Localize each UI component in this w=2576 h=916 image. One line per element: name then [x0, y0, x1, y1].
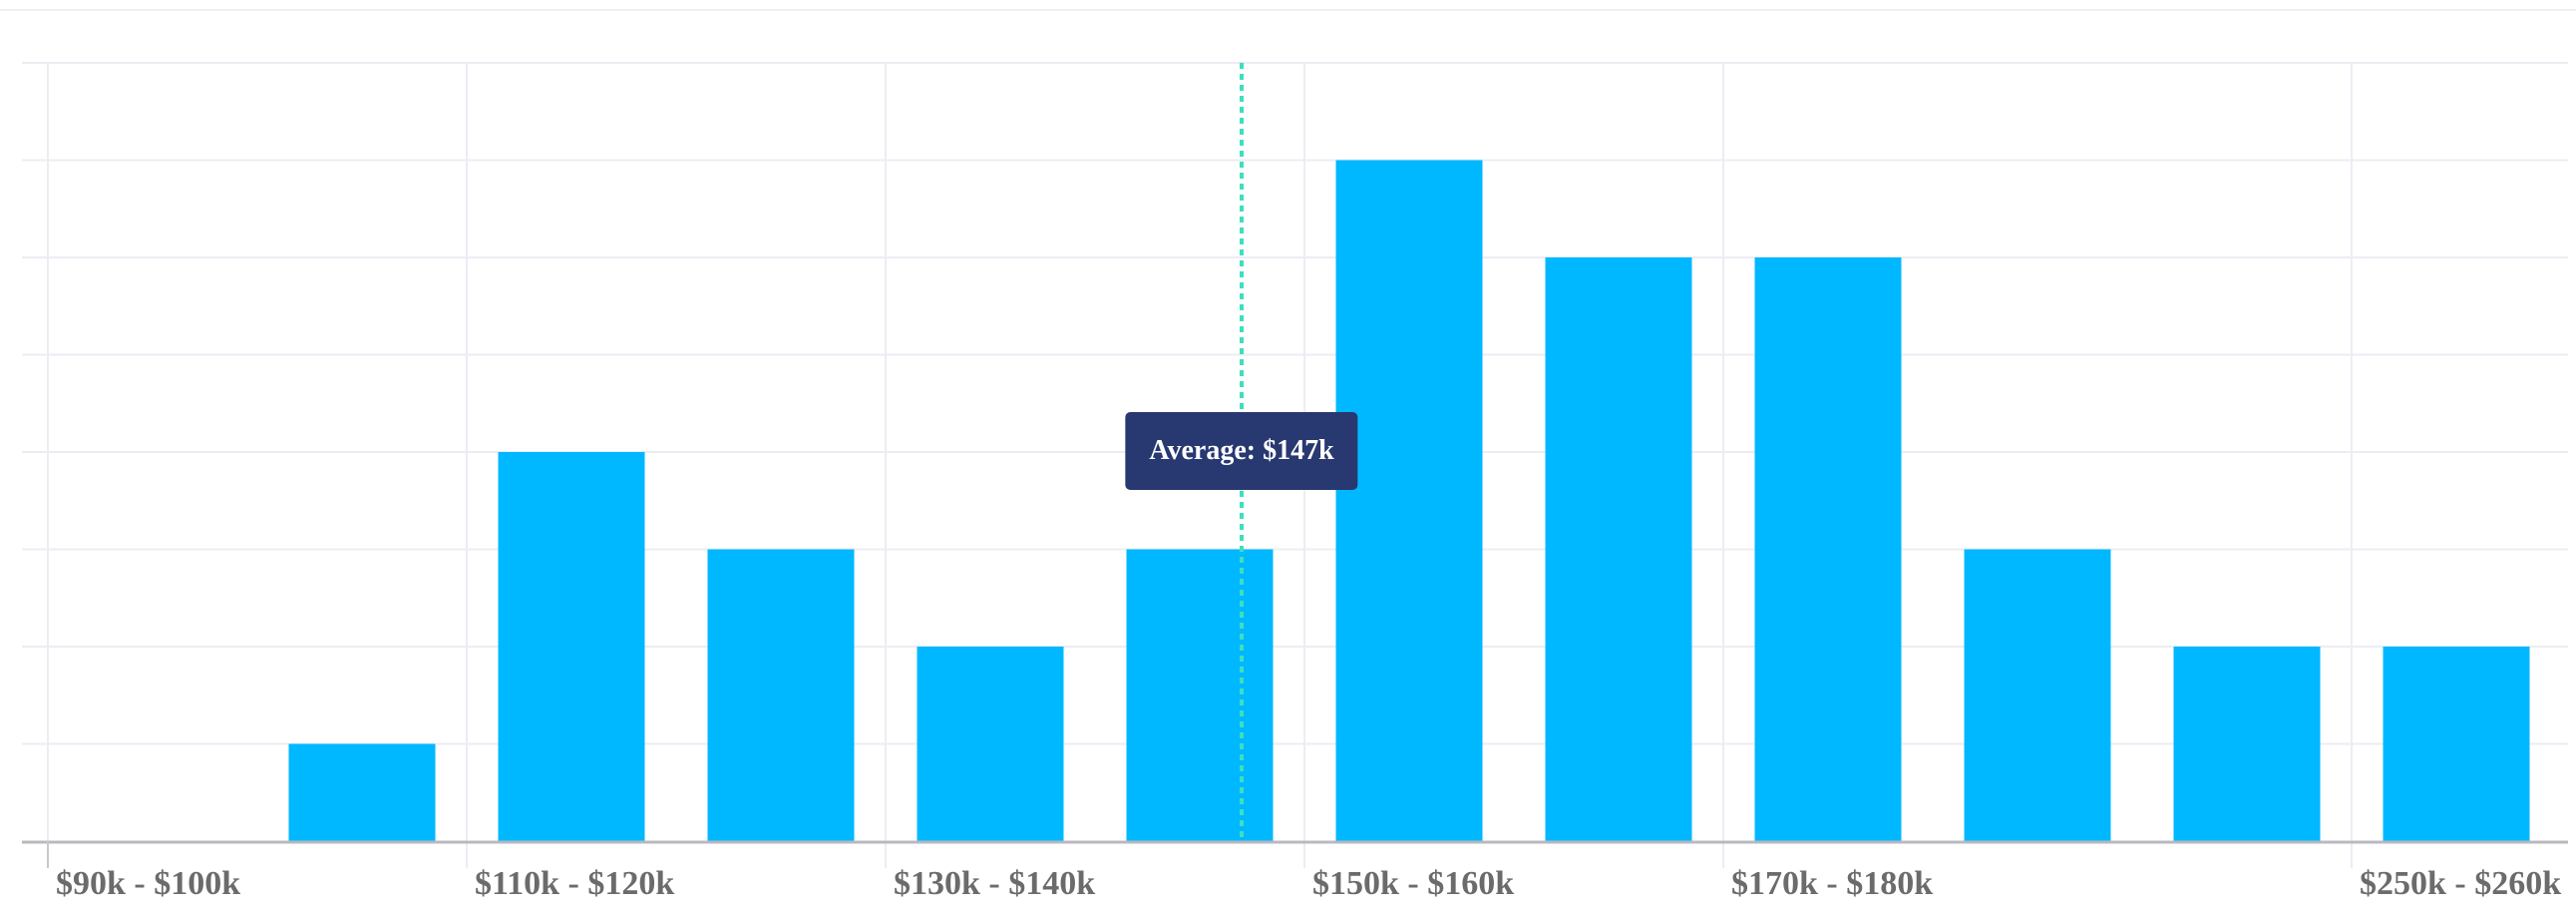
average-tooltip: Average: $147k	[1125, 412, 1358, 490]
x-tick-label: $90k - $100k	[56, 865, 240, 902]
x-tick-label: $170k - $180k	[1731, 865, 1933, 902]
x-tick-label: $250k - $260k	[2360, 865, 2561, 902]
bar	[498, 452, 645, 841]
bar	[1964, 549, 2111, 841]
bar	[2173, 647, 2321, 841]
x-tick-label: $110k - $120k	[475, 865, 674, 902]
bar	[2383, 647, 2530, 841]
x-tick-label: $150k - $160k	[1312, 865, 1514, 902]
bar	[1126, 549, 1274, 841]
bar	[288, 743, 436, 841]
bar	[707, 549, 855, 841]
x-tick-label: $130k - $140k	[894, 865, 1095, 902]
bar	[1335, 160, 1483, 841]
bar	[917, 647, 1064, 841]
bar	[1754, 257, 1902, 841]
bar	[1545, 257, 1692, 841]
